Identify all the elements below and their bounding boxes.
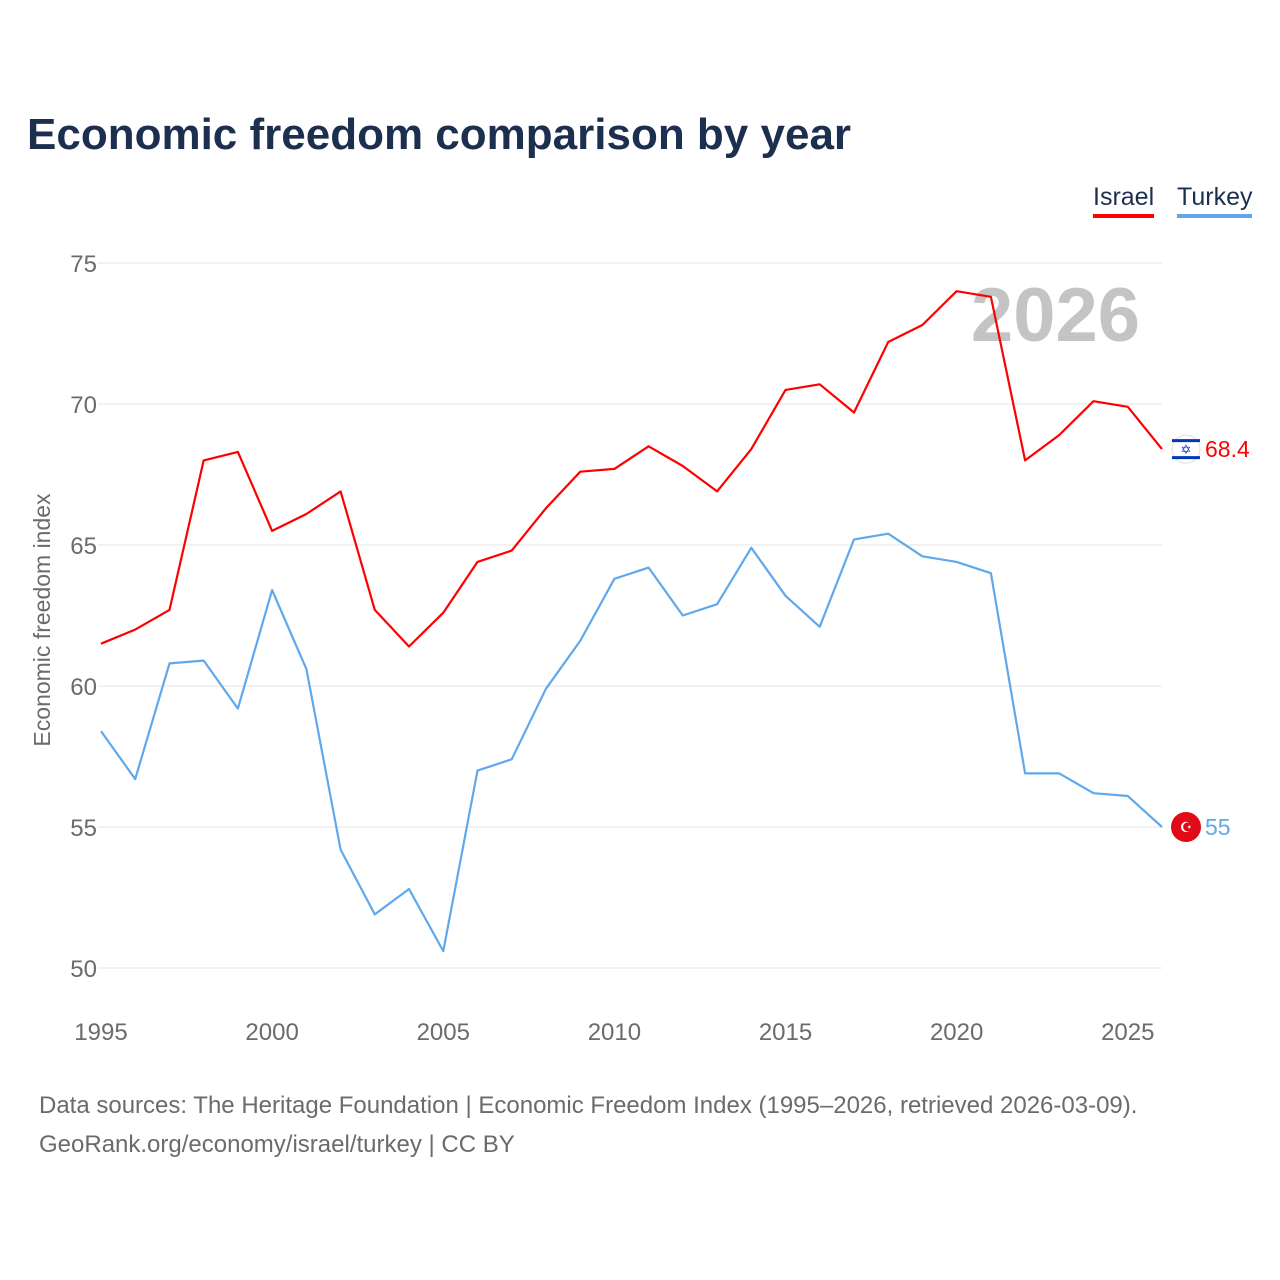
y-axis-label: Economic freedom index — [29, 493, 55, 747]
x-tick-label: 2015 — [759, 1019, 812, 1046]
year-watermark: 2026 — [971, 273, 1140, 358]
chart-title: Economic freedom comparison by year — [27, 110, 852, 159]
legend-israel[interactable]: Israel — [1093, 183, 1155, 218]
footer: Data sources: The Heritage Foundation | … — [39, 1086, 1137, 1164]
series-line-israel — [100, 290, 1163, 648]
x-tick-label: 1995 — [74, 1019, 127, 1046]
x-tick-label: 2025 — [1101, 1019, 1154, 1046]
data-source-text: Data sources: The Heritage Foundation | … — [39, 1092, 1138, 1119]
x-tick-label: 2010 — [588, 1019, 641, 1046]
end-value-label-turkey: 55 — [1205, 814, 1231, 840]
x-tick-label: 2005 — [417, 1019, 470, 1046]
x-tick-label: 2000 — [245, 1019, 298, 1046]
flag-stripe — [1172, 439, 1200, 443]
y-tick-label: 50 — [70, 956, 97, 983]
star-of-david-icon: ✡ — [1181, 442, 1192, 457]
y-tick-label: 70 — [70, 392, 97, 419]
turkey-flag-icon — [1171, 812, 1201, 842]
legend-turkey[interactable]: Turkey — [1177, 183, 1253, 218]
y-tick-label: 75 — [70, 251, 97, 278]
y-tick-label: 55 — [70, 815, 97, 842]
series-line-turkey — [100, 532, 1163, 953]
flag-stripe — [1172, 456, 1200, 460]
y-tick-label: 60 — [70, 674, 97, 701]
x-tick-label: 2020 — [930, 1019, 983, 1046]
end-value-label-israel: 68.4 — [1205, 436, 1250, 462]
y-tick-label: 65 — [70, 533, 97, 560]
crescent-star-icon: ☪ — [1180, 819, 1193, 835]
source-link[interactable]: GeoRank.org/economy/israel/turkey | CC B… — [39, 1131, 515, 1158]
